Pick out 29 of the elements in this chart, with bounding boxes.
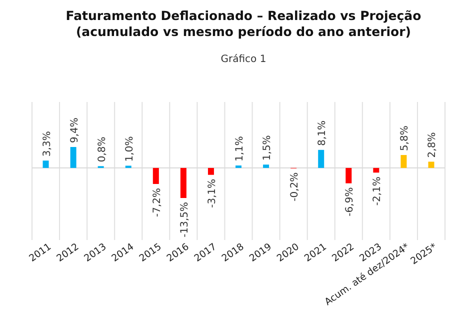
data-label: -6,9%: [344, 187, 356, 216]
bar: [180, 168, 186, 198]
data-label: 5,8%: [400, 126, 411, 152]
data-label: 3,3%: [42, 131, 53, 157]
chart-title: Faturamento Deflacionado – Realizado vs Projeção (acumulado vs mesmo período do ano anterior): [66, 8, 422, 39]
data-label: 2,8%: [427, 132, 438, 158]
data-label: -13,5%: [179, 202, 190, 238]
chart-subtitle: Gráfico 1: [220, 54, 266, 65]
bar: [428, 162, 434, 168]
bar: [373, 168, 380, 173]
data-label: 8,1%: [317, 120, 328, 146]
bar: [400, 155, 407, 168]
data-label: 1,0%: [124, 136, 136, 162]
data-label: 0,8%: [96, 136, 108, 162]
data-label: 9,4%: [69, 118, 80, 143]
bar: [236, 165, 242, 168]
data-label: 1,5%: [262, 135, 274, 161]
data-label: -0,2%: [290, 172, 301, 202]
bar: [318, 150, 324, 168]
bar: [152, 168, 159, 184]
bar: [42, 160, 49, 168]
data-label: 1,1%: [234, 136, 246, 162]
bar: [263, 164, 270, 168]
data-label: -7,2%: [152, 188, 163, 217]
bar: [208, 168, 214, 175]
bar: [346, 168, 352, 184]
bar: [70, 147, 76, 168]
data-label: -2,1%: [372, 176, 384, 206]
data-label: -3,1%: [206, 178, 218, 208]
